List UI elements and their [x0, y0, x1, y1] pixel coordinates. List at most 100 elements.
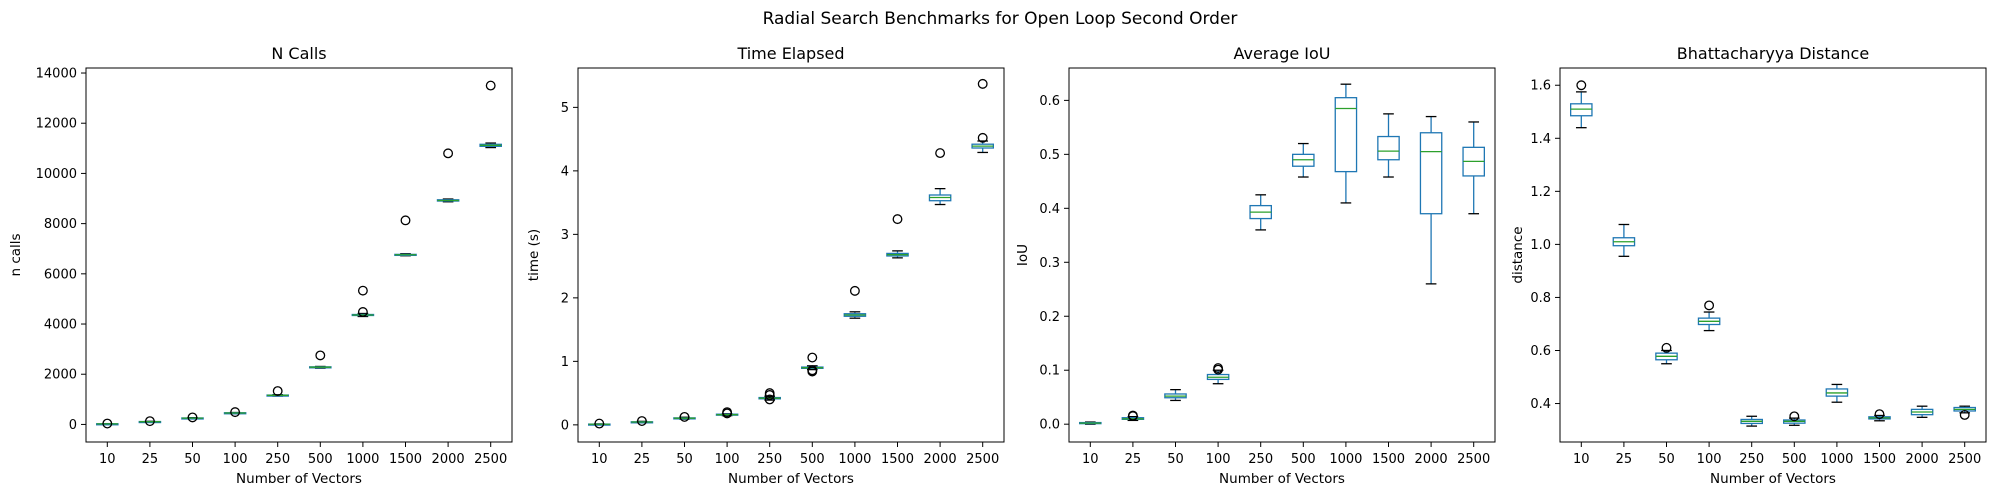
- x-tick-label: 1500: [1863, 452, 1896, 467]
- outlier-point: [187, 412, 198, 423]
- box-500: [801, 352, 824, 377]
- y-tick-label: 2: [561, 291, 569, 306]
- y-tick-label: 5: [561, 101, 569, 116]
- outlier-point: [594, 418, 605, 429]
- y-tick-label: 6000: [44, 267, 77, 282]
- x-tick-label: 25: [1616, 452, 1633, 467]
- chart-panel-1: N Calls Number of Vectors n calls 0 2000 4000…: [8, 44, 513, 487]
- y-tick-label: 1: [561, 355, 569, 370]
- x-tick-label: 250: [757, 452, 782, 467]
- box-25: [1612, 223, 1636, 257]
- x-tick-label: 2500: [474, 452, 507, 467]
- x-tick-label: 2000: [1415, 452, 1448, 467]
- y-tick-label: 0: [69, 418, 77, 433]
- x-tick-label: 10: [1082, 452, 1099, 467]
- x-tick-label: 1500: [881, 452, 914, 467]
- box-1000: [351, 285, 375, 318]
- box-250: [1740, 415, 1764, 427]
- box-500: [308, 350, 332, 369]
- x-tick-label: 1500: [389, 452, 422, 467]
- y-tick-label: 2000: [44, 368, 77, 383]
- outlier-point: [400, 215, 411, 226]
- y-tick-label: 1.2: [1530, 185, 1551, 200]
- y-tick-label: 8000: [44, 217, 77, 232]
- y-tick-label: 0.3: [1039, 256, 1060, 271]
- y-tick-label: 0.6: [1530, 344, 1551, 359]
- outlier-point: [764, 394, 775, 405]
- box-250: [758, 388, 781, 405]
- outlier-point: [1576, 80, 1587, 91]
- y-axis-label: distance: [1510, 226, 1526, 283]
- box-2000: [1419, 115, 1443, 285]
- outlier-point: [1874, 409, 1885, 420]
- chart-panel-2: Time Elapsed Number of Vectors time (s) 0 1 2…: [526, 44, 1005, 487]
- x-axis-label: Number of Vectors: [1710, 471, 1836, 487]
- y-tick-label: 0: [561, 418, 569, 433]
- x-tick-label: 50: [184, 452, 201, 467]
- box-2000: [928, 148, 952, 206]
- y-axis-label: time (s): [526, 229, 542, 281]
- x-tick-label: 2500: [1457, 452, 1490, 467]
- plot-frame: [1068, 67, 1496, 443]
- box-1500: [1377, 113, 1400, 178]
- y-tick-label: 0.4: [1039, 202, 1060, 217]
- y-axis-label: IoU: [1015, 244, 1031, 266]
- outlier-point: [807, 365, 818, 376]
- outlier-point: [1789, 411, 1800, 422]
- x-tick-label: 250: [1739, 452, 1764, 467]
- y-tick-label: 4: [561, 164, 569, 179]
- outlier-point: [764, 388, 775, 399]
- outlier-point: [485, 80, 496, 91]
- chart-panel-3: Average IoU Number of Vectors IoU 0.0 0.1 0.2…: [1015, 44, 1496, 487]
- outlier-point: [679, 411, 690, 422]
- x-tick-label: 2000: [432, 452, 465, 467]
- x-tick-label: 250: [1248, 452, 1273, 467]
- x-tick-label: 500: [1291, 452, 1316, 467]
- chart-panel-4: Bhattacharyya Distance Number of Vectors d…: [1510, 44, 1987, 487]
- box-50: [673, 411, 696, 422]
- x-tick-label: 100: [1206, 452, 1231, 467]
- outlier-point: [977, 132, 988, 143]
- box-2500: [1953, 405, 1977, 420]
- x-tick-label: 500: [1782, 452, 1807, 467]
- box-2500: [971, 78, 994, 154]
- chart-title: Average IoU: [1233, 44, 1330, 63]
- outlier-point: [636, 416, 647, 426]
- box-body: [1570, 103, 1593, 117]
- y-tick-label: 0.6: [1039, 94, 1060, 109]
- y-tick-label: 0.5: [1039, 148, 1060, 163]
- plot-frame: [1559, 67, 1987, 443]
- box-1500: [1868, 409, 1891, 422]
- x-tick-label: 25: [142, 452, 159, 467]
- y-tick-label: 1.0: [1530, 238, 1551, 253]
- outlier-point: [849, 285, 860, 296]
- box-1000: [1334, 83, 1358, 204]
- chart-title: Time Elapsed: [736, 44, 844, 63]
- outlier-point: [443, 148, 454, 159]
- y-tick-label: 0.4: [1530, 397, 1551, 412]
- box-body: [1377, 135, 1400, 161]
- outlier-point: [1661, 342, 1672, 353]
- y-tick-label: 4000: [44, 318, 77, 333]
- box-1000: [1825, 383, 1849, 403]
- y-tick-label: 1.4: [1530, 132, 1551, 147]
- x-tick-label: 1500: [1372, 452, 1405, 467]
- x-tick-label: 25: [634, 452, 651, 467]
- outlier-point: [1127, 410, 1138, 421]
- outlier-point: [357, 285, 368, 296]
- x-tick-label: 10: [99, 452, 116, 467]
- x-tick-label: 50: [1167, 452, 1184, 467]
- y-tick-label: 0.8: [1530, 291, 1551, 306]
- outlier-point: [272, 386, 283, 396]
- plot-frame: [577, 67, 1005, 443]
- x-tick-label: 500: [308, 452, 333, 467]
- y-tick-label: 3: [561, 228, 569, 243]
- box-100: [223, 407, 247, 418]
- outlier-point: [102, 418, 113, 429]
- outlier-point: [357, 307, 368, 317]
- y-tick-label: 0.1: [1039, 364, 1060, 379]
- x-axis-label: Number of Vectors: [728, 471, 854, 487]
- outlier-point: [144, 416, 155, 427]
- y-tick-label: 14000: [36, 67, 77, 82]
